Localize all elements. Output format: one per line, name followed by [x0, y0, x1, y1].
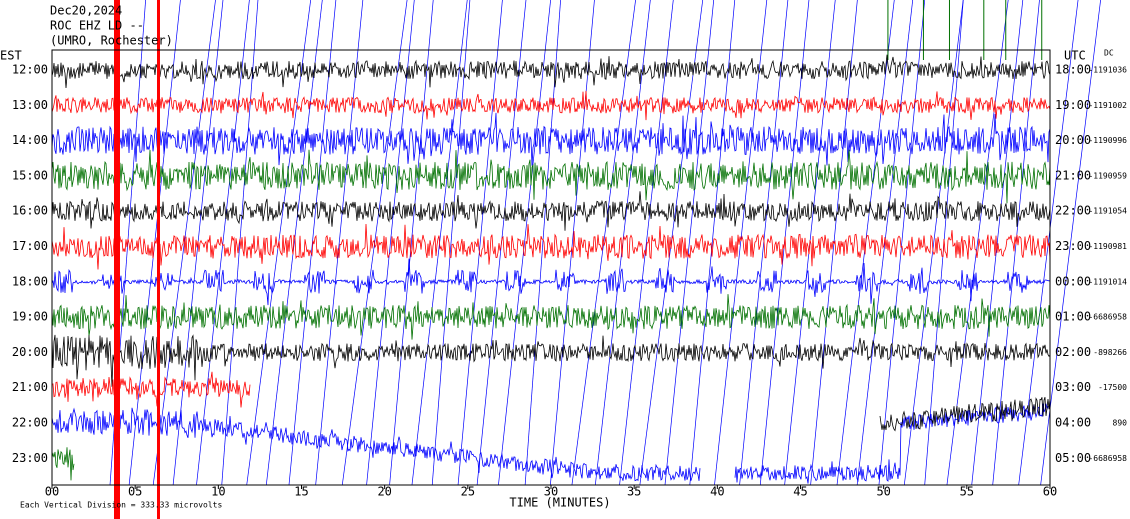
- diagonal-trace: [196, 0, 250, 486]
- diagonal-trace: [856, 0, 914, 486]
- x-tick-label: 25: [461, 485, 475, 499]
- spike: [114, 0, 120, 519]
- est-time: 20:00: [12, 345, 48, 359]
- diagonal-trace: [550, 0, 595, 486]
- diagonal-trace: [714, 0, 768, 486]
- est-time: 23:00: [12, 451, 48, 465]
- est-time: 15:00: [12, 168, 48, 182]
- utc-time: 18:00: [1055, 63, 1091, 77]
- diagonal-trace: [389, 0, 434, 486]
- dc-label: DC: [1104, 49, 1114, 58]
- header-station: ROC EHZ LD --: [50, 19, 144, 33]
- diagonal-trace: [946, 0, 1009, 486]
- dc-value: 890: [1113, 419, 1128, 428]
- x-tick-label: 35: [627, 485, 641, 499]
- x-tick-label: 10: [211, 485, 225, 499]
- seismic-trace: [51, 90, 1051, 121]
- dc-value: -1190981: [1088, 242, 1127, 251]
- diagonal-trace: [498, 0, 551, 486]
- seismic-trace: [51, 54, 1051, 89]
- dc-value: -1190996: [1088, 136, 1127, 145]
- x-tick-label: 00: [45, 485, 59, 499]
- dc-value: -1191054: [1088, 207, 1127, 216]
- diagonal-trace: [689, 0, 736, 486]
- est-time: 18:00: [12, 274, 48, 288]
- seismic-trace: [51, 112, 1051, 166]
- dc-value: -1190959: [1088, 171, 1127, 180]
- diagonal-trace: [457, 0, 503, 486]
- utc-time: 19:00: [1055, 98, 1091, 112]
- utc-time: 02:00: [1055, 345, 1091, 359]
- seismic-trace: [51, 371, 251, 408]
- seismic-trace: [51, 403, 1051, 484]
- est-time: 13:00: [12, 98, 48, 112]
- dc-value: -1191036: [1088, 66, 1127, 75]
- seismic-trace: [51, 258, 1051, 306]
- dc-value: -898266: [1093, 348, 1127, 357]
- x-tick-label: 55: [960, 485, 974, 499]
- x-axis-label: TIME (MINUTES): [509, 496, 610, 510]
- right-axis-label: UTC: [1064, 49, 1086, 63]
- est-time: 12:00: [12, 63, 48, 77]
- diagonal-trace: [288, 0, 337, 486]
- scale-note: Each Vertical Division = 333.33 microvol…: [20, 501, 222, 510]
- est-time: 17:00: [12, 239, 48, 253]
- dc-value: -6686958: [1088, 313, 1127, 322]
- est-time: 16:00: [12, 204, 48, 218]
- x-tick-label: 45: [793, 485, 807, 499]
- x-tick-label: 15: [294, 485, 308, 499]
- x-tick-label: 05: [128, 485, 142, 499]
- diagonal-trace: [619, 0, 674, 486]
- est-time: 14:00: [12, 133, 48, 147]
- seismic-trace: [51, 294, 1051, 340]
- diagonal-trace: [431, 0, 471, 486]
- dc-value: -1191002: [1088, 101, 1127, 110]
- utc-time: 22:00: [1055, 204, 1091, 218]
- spike: [157, 0, 160, 519]
- x-tick-label: 20: [377, 485, 391, 499]
- seismic-trace: [51, 334, 1051, 387]
- seismic-trace: [51, 149, 1051, 204]
- seismic-trace: [51, 191, 1051, 231]
- dc-value: -1191014: [1088, 277, 1127, 286]
- seismic-trace: [879, 396, 1051, 432]
- diagonal-trace: [878, 0, 926, 486]
- utc-time: 00:00: [1055, 274, 1091, 288]
- dc-value: -6686958: [1088, 454, 1127, 463]
- diagonal-trace: [903, 0, 964, 486]
- utc-time: 21:00: [1055, 168, 1091, 182]
- diagonal-trace: [971, 0, 1024, 486]
- header-date: Dec20,2024: [50, 4, 122, 18]
- utc-time: 05:00: [1055, 451, 1091, 465]
- est-time: 21:00: [12, 380, 48, 394]
- seismic-trace: [51, 447, 75, 481]
- utc-time: 01:00: [1055, 310, 1091, 324]
- x-tick-label: 40: [710, 485, 724, 499]
- diagonal-trace: [1040, 0, 1101, 486]
- est-time: 19:00: [12, 310, 48, 324]
- diagonal-trace: [366, 0, 415, 486]
- est-time: 22:00: [12, 416, 48, 430]
- left-axis-label: EST: [0, 49, 22, 63]
- diagonal-trace: [265, 0, 323, 486]
- x-tick-label: 50: [876, 485, 890, 499]
- seismic-trace: [51, 223, 1051, 270]
- dc-value: -17500: [1098, 383, 1127, 392]
- utc-time: 04:00: [1055, 416, 1091, 430]
- utc-time: 23:00: [1055, 239, 1091, 253]
- x-tick-label: 30: [544, 485, 558, 499]
- diagonal-trace: [664, 0, 715, 486]
- utc-time: 20:00: [1055, 133, 1091, 147]
- x-tick-label: 60: [1043, 485, 1057, 499]
- utc-time: 03:00: [1055, 380, 1091, 394]
- header-location: (UMRO, Rochester): [50, 34, 173, 48]
- plot-frame: [51, 49, 1051, 486]
- diagonal-trace: [221, 0, 259, 486]
- diagonal-trace: [1018, 0, 1079, 486]
- diagonal-trace: [315, 0, 364, 486]
- trace-layer: [51, 0, 1101, 519]
